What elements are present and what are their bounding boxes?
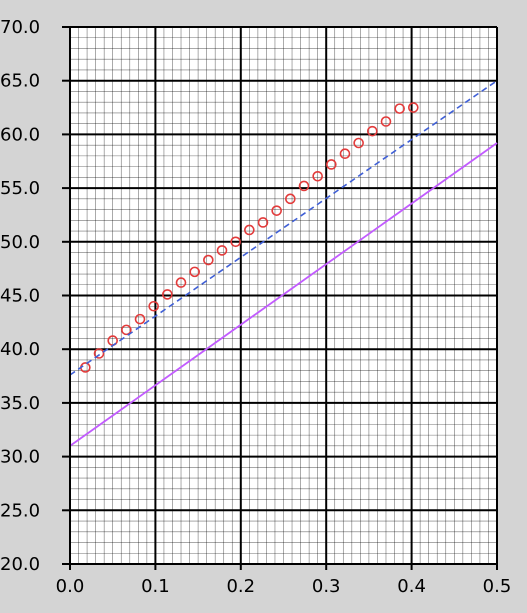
data-point <box>271 205 282 216</box>
data-point <box>353 137 364 149</box>
y-tick-label: 40.0 <box>0 339 40 360</box>
x-tick-label: 0.0 <box>56 576 85 597</box>
data-point <box>121 324 132 336</box>
data-point <box>257 217 269 228</box>
x-tick-label: 0.1 <box>141 576 170 597</box>
x-tick-label: 0.2 <box>226 576 255 597</box>
y-tick-label: 25.0 <box>0 500 40 521</box>
data-point <box>230 236 241 248</box>
x-tick-label: 0.4 <box>397 576 426 597</box>
data-point <box>244 224 255 236</box>
y-tick-label: 55.0 <box>0 178 40 199</box>
data-point <box>312 170 323 182</box>
data-point <box>339 148 351 160</box>
y-tick-label: 50.0 <box>0 232 40 253</box>
data-point <box>380 116 392 127</box>
data-point <box>189 266 200 278</box>
y-tick-label: 70.0 <box>0 17 40 38</box>
data-point <box>394 103 405 114</box>
data-point <box>408 102 419 113</box>
data-point <box>93 348 105 359</box>
y-tick-label: 30.0 <box>0 447 40 468</box>
y-tick-label: 65.0 <box>0 71 40 92</box>
y-tick-label: 20.0 <box>0 554 40 575</box>
data-point <box>285 193 296 205</box>
series-line-1 <box>69 80 498 376</box>
data-point <box>148 300 159 312</box>
data-point <box>203 254 214 266</box>
data-point <box>162 289 173 300</box>
y-tick-label: 60.0 <box>0 124 40 145</box>
x-tick-label: 0.5 <box>483 576 512 597</box>
data-point <box>175 277 187 288</box>
data-point <box>216 245 228 256</box>
data-point <box>298 180 310 192</box>
series-line-2 <box>69 142 498 447</box>
y-tick-label: 45.0 <box>0 286 40 307</box>
data-point <box>326 159 337 170</box>
data-point <box>134 313 146 325</box>
y-tick-label: 35.0 <box>0 393 40 414</box>
data-point <box>367 125 378 137</box>
x-tick-label: 0.3 <box>312 576 341 597</box>
